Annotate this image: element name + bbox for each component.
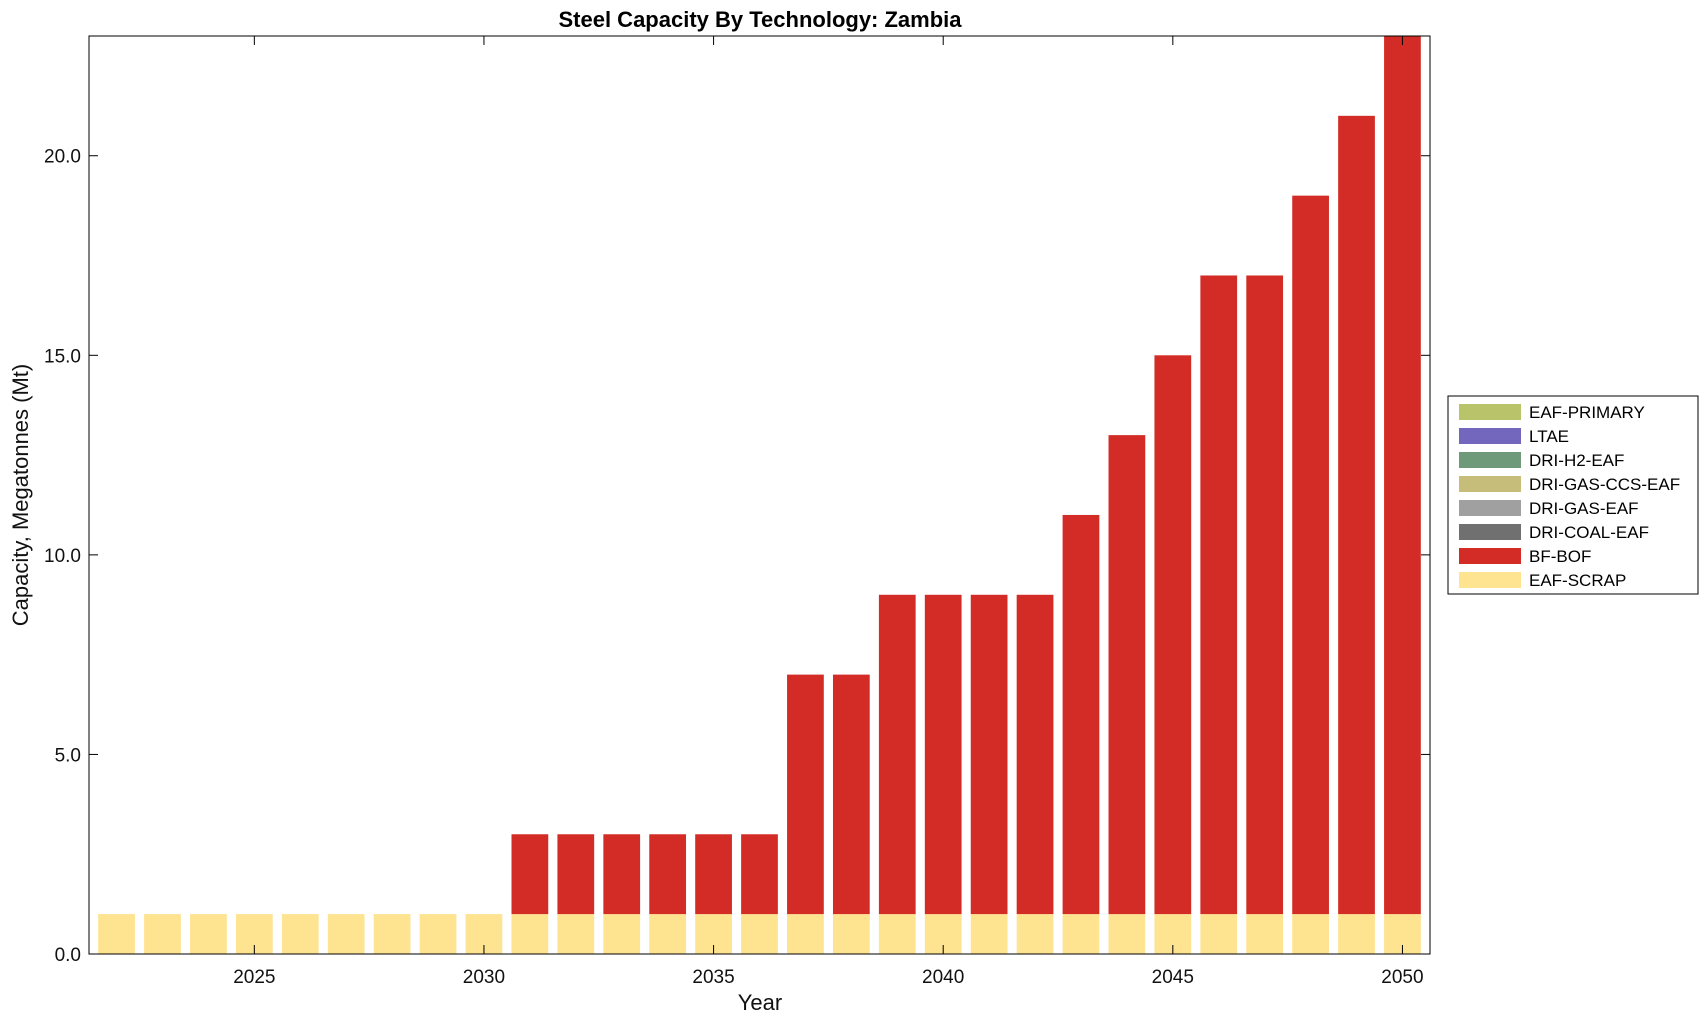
- y-tick-label: 15.0: [44, 346, 81, 367]
- bar-eaf-scrap-2026: [281, 914, 319, 954]
- bar-bf-bof-2033: [603, 834, 641, 915]
- x-tick-label: 2025: [233, 967, 275, 988]
- legend-label-dri-gas-eaf: DRI-GAS-EAF: [1529, 499, 1639, 518]
- bars-layer: [98, 36, 1421, 954]
- bar-eaf-scrap-2031: [511, 914, 549, 954]
- x-tick-label: 2040: [922, 967, 964, 988]
- y-axis-label: Capacity, Megatonnes (Mt): [8, 364, 33, 626]
- bar-bf-bof-2044: [1108, 435, 1146, 915]
- bar-bf-bof-2043: [1062, 514, 1100, 915]
- legend-swatch-dri-gas-eaf: [1459, 500, 1521, 516]
- bar-eaf-scrap-2027: [327, 914, 365, 954]
- bar-eaf-scrap-2044: [1108, 914, 1146, 954]
- legend: EAF-PRIMARY LTAE DRI-H2-EAF DRI-GAS-CCS-EAF…: [1447, 395, 1699, 595]
- legend-swatch-bf-bof: [1459, 548, 1521, 564]
- bar-bf-bof-2050: [1384, 36, 1421, 915]
- legend-label-bf-bof: BF-BOF: [1529, 547, 1591, 566]
- bar-eaf-scrap-2032: [557, 914, 595, 954]
- x-tick-label: 2045: [1152, 967, 1194, 988]
- bar-eaf-scrap-2043: [1062, 914, 1100, 954]
- bar-bf-bof-2037: [787, 674, 824, 915]
- bar-eaf-scrap-2047: [1246, 914, 1284, 954]
- legend-swatch-dri-coal-eaf: [1459, 524, 1521, 540]
- bar-eaf-scrap-2028: [373, 914, 411, 954]
- bar-eaf-scrap-2023: [144, 914, 181, 954]
- legend-swatch-dri-gas-ccs-eaf: [1459, 476, 1521, 492]
- bar-eaf-scrap-2037: [787, 914, 824, 954]
- chart-title: Steel Capacity By Technology: Zambia: [558, 7, 962, 32]
- bar-eaf-scrap-2048: [1292, 914, 1329, 954]
- bar-bf-bof-2042: [1016, 594, 1054, 915]
- legend-swatch-eaf-scrap: [1459, 572, 1521, 588]
- x-tick-label: 2030: [463, 967, 505, 988]
- y-tick-label: 20.0: [44, 147, 81, 168]
- bar-bf-bof-2031: [511, 834, 549, 915]
- legend-label-dri-h2-eaf: DRI-H2-EAF: [1529, 451, 1624, 470]
- legend-swatch-ltae: [1459, 428, 1521, 444]
- bar-bf-bof-2038: [832, 674, 870, 915]
- legend-label-eaf-primary: EAF-PRIMARY: [1529, 403, 1645, 422]
- bar-bf-bof-2047: [1246, 275, 1284, 915]
- legend-label-eaf-scrap: EAF-SCRAP: [1529, 571, 1626, 590]
- bar-eaf-scrap-2039: [878, 914, 916, 954]
- legend-swatch-dri-h2-eaf: [1459, 452, 1521, 468]
- bar-eaf-scrap-2022: [98, 914, 135, 954]
- bar-bf-bof-2035: [695, 834, 732, 915]
- legend-swatch-eaf-primary: [1459, 404, 1521, 420]
- bar-bf-bof-2034: [649, 834, 687, 915]
- bar-eaf-scrap-2029: [419, 914, 457, 954]
- bar-bf-bof-2045: [1154, 355, 1192, 915]
- legend-label-dri-gas-ccs-eaf: DRI-GAS-CCS-EAF: [1529, 475, 1680, 494]
- legend-label-ltae: LTAE: [1529, 427, 1569, 446]
- bar-bf-bof-2032: [557, 834, 595, 915]
- bar-eaf-scrap-2038: [832, 914, 870, 954]
- bar-bf-bof-2046: [1200, 275, 1238, 915]
- bar-bf-bof-2048: [1292, 195, 1329, 915]
- bar-eaf-scrap-2049: [1338, 914, 1375, 954]
- bar-eaf-scrap-2042: [1016, 914, 1054, 954]
- x-axis-label: Year: [738, 990, 782, 1015]
- x-tick-label: 2050: [1381, 967, 1423, 988]
- bar-eaf-scrap-2024: [190, 914, 227, 954]
- bar-eaf-scrap-2046: [1200, 914, 1238, 954]
- y-tick-label: 5.0: [55, 745, 81, 766]
- plot-area-frame: [88, 35, 1431, 955]
- x-tick-label: 2035: [692, 967, 734, 988]
- bar-eaf-scrap-2033: [603, 914, 641, 954]
- bar-bf-bof-2049: [1338, 115, 1375, 915]
- bar-eaf-scrap-2034: [649, 914, 687, 954]
- y-tick-label: 0.0: [55, 945, 81, 966]
- bar-eaf-scrap-2041: [970, 914, 1008, 954]
- bar-bf-bof-2039: [878, 594, 916, 915]
- bar-bf-bof-2040: [924, 594, 962, 915]
- ticks-layer: 2025 2030 2035 2040 2045 2050 0.0 5.0 10.0 15.0 20…: [44, 36, 1430, 988]
- bar-eaf-scrap-2036: [741, 914, 778, 954]
- bar-bf-bof-2041: [970, 594, 1008, 915]
- y-tick-label: 10.0: [44, 546, 81, 567]
- legend-label-dri-coal-eaf: DRI-COAL-EAF: [1529, 523, 1649, 542]
- bar-bf-bof-2036: [741, 834, 778, 915]
